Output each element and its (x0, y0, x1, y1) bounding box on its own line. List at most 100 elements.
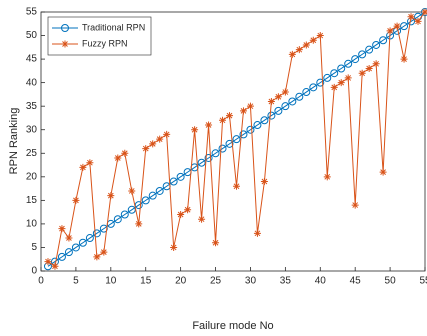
x-tick-label: 15 (140, 276, 152, 287)
point (414, 17, 422, 25)
point (191, 126, 199, 134)
point (295, 92, 304, 101)
point (274, 106, 283, 115)
point (330, 69, 339, 78)
y-tick-label: 40 (26, 77, 38, 88)
y-tick-label: 55 (26, 7, 38, 18)
point (393, 22, 401, 30)
point (176, 172, 185, 181)
point (57, 252, 66, 261)
point (163, 130, 171, 138)
point (407, 13, 415, 21)
point (330, 83, 338, 91)
point (169, 177, 178, 186)
point (358, 50, 367, 59)
point (148, 191, 157, 200)
x-tick-label: 5 (73, 276, 79, 287)
point (93, 253, 101, 261)
point (386, 27, 394, 35)
point (372, 40, 381, 49)
point (246, 125, 255, 134)
point (323, 173, 331, 181)
y-tick-label: 15 (26, 195, 38, 206)
point (211, 149, 220, 158)
legend-label: Fuzzy RPN (82, 38, 128, 48)
point (302, 41, 310, 49)
point (155, 186, 164, 195)
point (86, 159, 94, 167)
point (372, 60, 380, 68)
point (71, 243, 80, 252)
point (260, 116, 269, 125)
point (260, 178, 268, 186)
point (351, 55, 360, 64)
x-tick-label: 10 (105, 276, 117, 287)
legend-box (47, 16, 152, 56)
point (218, 144, 227, 153)
point (107, 192, 115, 200)
y-tick-label: 50 (26, 30, 38, 41)
point (113, 215, 122, 224)
point (316, 32, 324, 40)
point (323, 73, 332, 82)
point (219, 116, 227, 124)
point (232, 135, 241, 144)
point (226, 112, 234, 120)
point (344, 59, 353, 68)
point (58, 225, 66, 233)
y-tick-label: 45 (26, 54, 38, 65)
y-axis-label: RPN Ranking (8, 108, 20, 175)
x-tick-label: 55 (419, 276, 427, 287)
point (365, 65, 373, 73)
y-tick-label: 25 (26, 148, 38, 159)
point (365, 45, 374, 54)
x-tick-label: 0 (38, 276, 44, 287)
legend-marker (61, 24, 69, 32)
point (316, 78, 325, 87)
point (198, 215, 206, 223)
point (177, 210, 185, 218)
point (170, 243, 178, 251)
point (232, 182, 240, 190)
point (253, 229, 261, 237)
point (72, 196, 80, 204)
point (295, 46, 303, 54)
point (92, 229, 101, 238)
y-tick-label: 20 (26, 171, 38, 182)
point (288, 97, 297, 106)
point (141, 196, 150, 205)
point (337, 64, 346, 73)
point (225, 139, 234, 148)
point (142, 145, 150, 153)
point (239, 107, 247, 115)
x-tick-label: 20 (175, 276, 187, 287)
point (121, 149, 129, 157)
point (421, 8, 427, 16)
point (184, 206, 192, 214)
point (212, 239, 220, 247)
point (309, 83, 318, 92)
point (205, 121, 213, 129)
point (85, 234, 94, 243)
series-line (47, 11, 426, 267)
point (337, 79, 345, 87)
x-tick-label: 50 (385, 276, 397, 287)
x-tick-label: 40 (315, 276, 327, 287)
x-tick-label: 30 (245, 276, 257, 287)
point (65, 234, 73, 242)
point (64, 248, 73, 257)
point (135, 220, 143, 228)
point (288, 50, 296, 58)
x-tick-label: 35 (280, 276, 292, 287)
point (51, 262, 59, 270)
point (149, 140, 157, 148)
point (281, 102, 290, 111)
y-tick-label: 0 (31, 266, 37, 277)
point (358, 69, 366, 77)
point (253, 121, 262, 130)
point (79, 163, 87, 171)
point (197, 158, 206, 167)
point (400, 55, 408, 63)
point (302, 88, 311, 97)
